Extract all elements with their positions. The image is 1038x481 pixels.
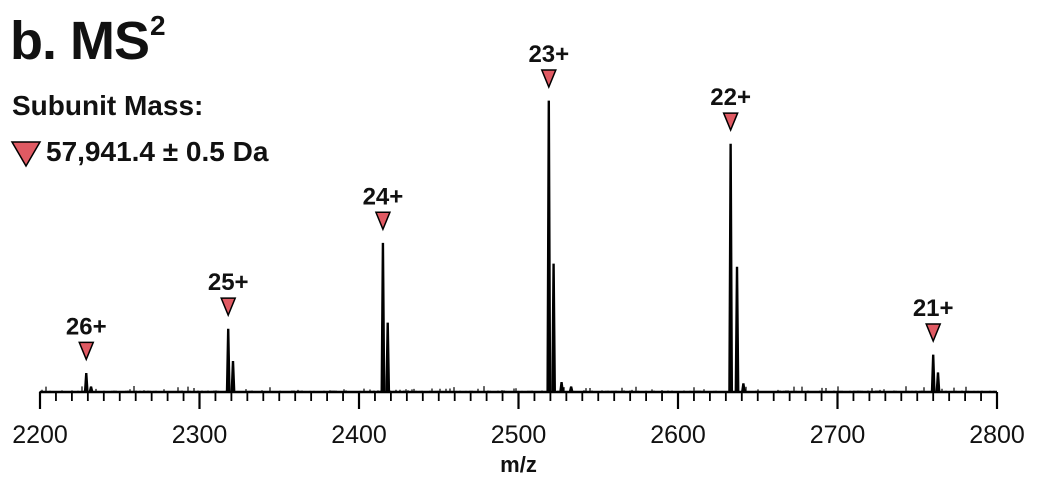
spectrum-peak [935,372,941,393]
charge-marker-triangle [220,297,237,318]
subunit-marker-icon [10,141,42,168]
spectrum-peak [551,263,556,393]
panel-title-superscript: 2 [150,10,166,41]
x-axis-title: m/z [500,452,537,477]
charge-marker-triangle [722,112,739,133]
spectrum-peak [734,266,740,393]
subunit-mass-title: Subunit Mass: [12,90,204,121]
spectrum-peak [728,143,734,393]
spectrum-trace [39,100,997,393]
charge-state-label: 24+ [363,183,404,210]
charge-state-label: 22+ [710,84,751,111]
spectrum-peak [546,100,552,393]
charge-state-label: 21+ [913,295,954,322]
spectrum-peak [230,361,236,393]
charge-marker-triangle [374,211,392,232]
x-tick-label: 2400 [331,421,387,449]
spectrum-peak [740,383,746,393]
subunit-mass-value: 57,941.4 ± 0.5 Da [46,136,269,167]
x-tick-label: 2700 [810,421,866,449]
x-tick-label: 2200 [12,421,68,449]
spectrum-peak [930,354,936,393]
charge-state-label: 23+ [528,41,569,68]
x-axis: 2200 2300 2400 2500 2600 2700 2800 [12,390,1025,449]
panel-letter: b. [10,11,57,71]
charge-marker-triangle [78,341,95,362]
spectrum-peak [225,328,231,393]
x-tick-label: 2800 [969,421,1025,449]
charge-state-label: 25+ [208,269,249,296]
charge-marker-triangle [540,69,557,89]
charge-state-markers: 26+ 25+ 24+ 23+ 22+ 21+ [66,41,954,362]
spectrum-peak [385,322,391,393]
spectrum-peak [559,382,565,393]
charge-state-label: 26+ [66,313,107,340]
panel-title-text: MS [70,11,150,71]
spectrum-peak [83,373,89,393]
charge-marker-triangle [925,323,942,344]
panel-title: b. MS2 [10,10,166,71]
x-tick-label: 2500 [491,421,547,449]
x-tick-label: 2600 [650,421,706,449]
spectrum-peak [380,242,386,393]
x-tick-label: 2300 [172,421,228,449]
